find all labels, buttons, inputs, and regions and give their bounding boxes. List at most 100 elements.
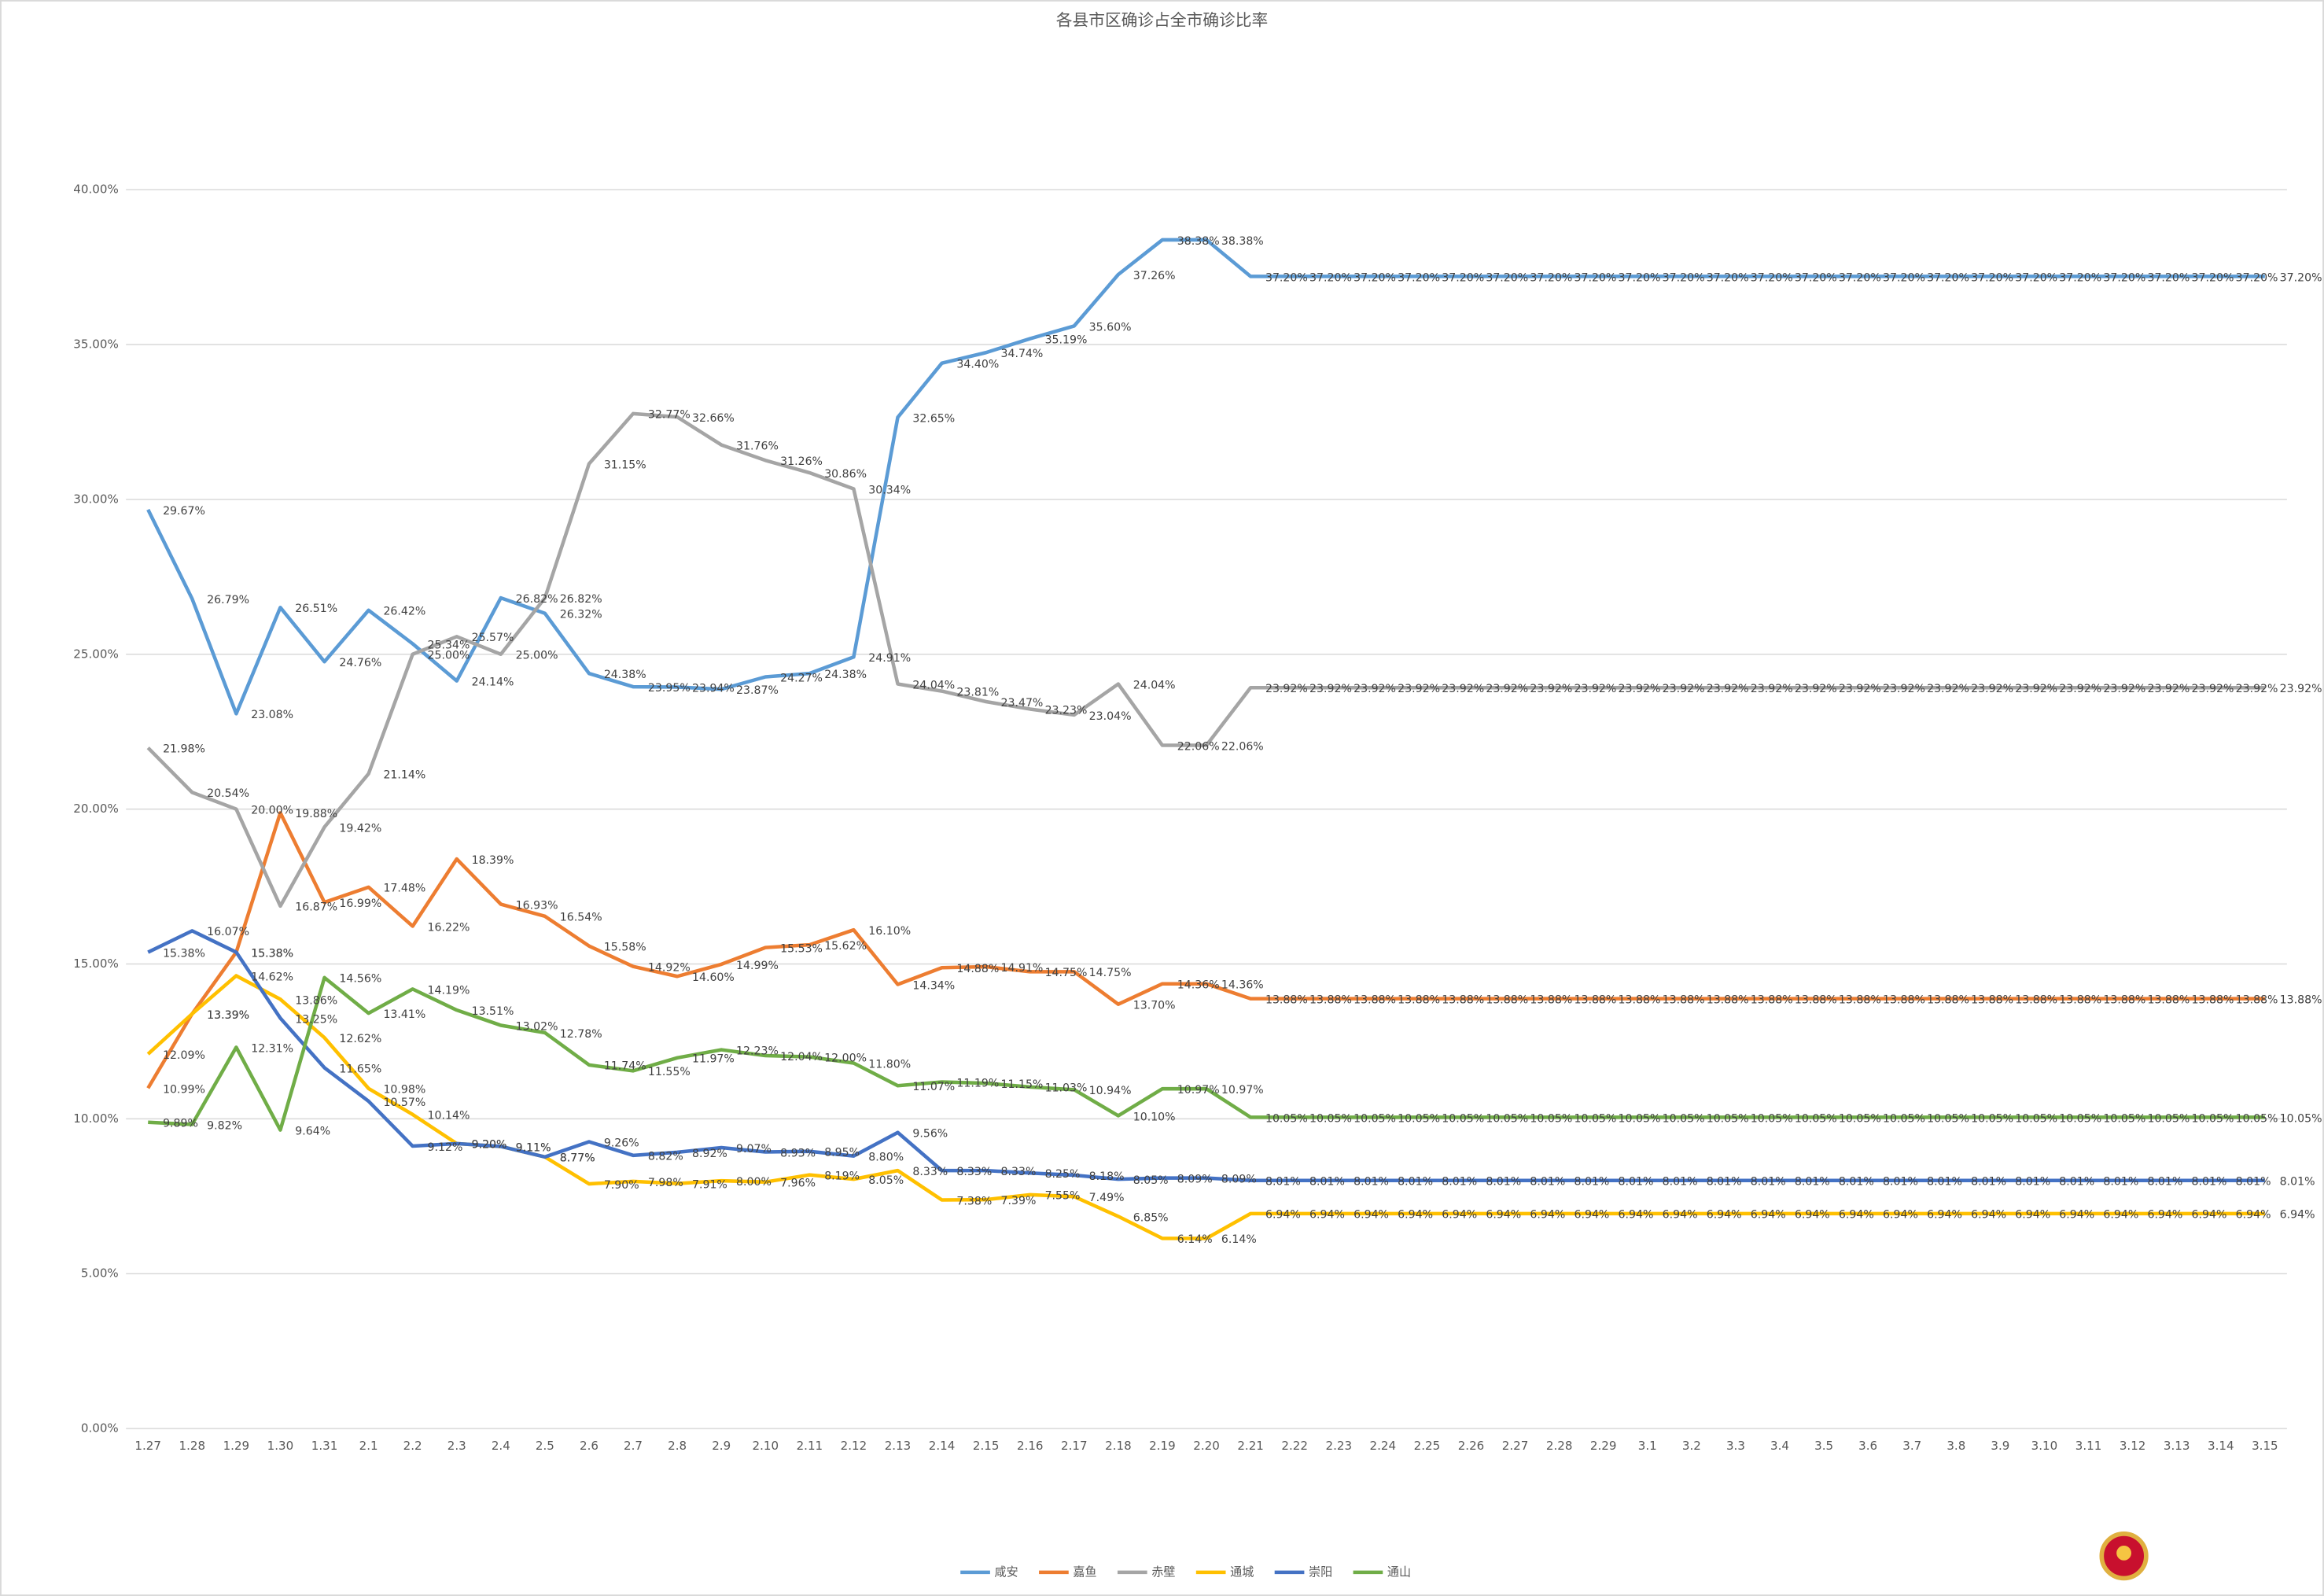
data-label: 12.62% xyxy=(339,1033,381,1045)
x-tick-label: 2.26 xyxy=(1458,1439,1485,1453)
data-label: 23.92% xyxy=(1751,683,1793,695)
series-line xyxy=(146,411,2265,909)
data-label: 37.20% xyxy=(1354,271,1396,284)
data-label: 14.75% xyxy=(1089,967,1132,979)
data-label: 37.20% xyxy=(2015,271,2057,284)
data-label: 13.88% xyxy=(2015,993,2057,1006)
x-tick-label: 3.4 xyxy=(1770,1439,1789,1453)
data-label: 32.66% xyxy=(692,412,735,425)
data-label: 23.92% xyxy=(2236,683,2278,695)
data-label: 6.94% xyxy=(1839,1209,1874,1222)
data-label: 13.02% xyxy=(516,1020,558,1033)
data-label: 23.92% xyxy=(2059,683,2101,695)
data-label: 23.92% xyxy=(1309,683,1352,695)
x-tick-label: 2.11 xyxy=(797,1439,823,1453)
data-label: 37.20% xyxy=(1707,271,1749,284)
data-label: 10.05% xyxy=(1574,1112,1616,1125)
data-label: 7.39% xyxy=(1001,1195,1037,1207)
data-label: 8.01% xyxy=(1354,1176,1389,1189)
x-tick-label: 2.7 xyxy=(624,1439,643,1453)
data-label: 8.09% xyxy=(1221,1173,1257,1185)
data-label: 13.41% xyxy=(383,1008,425,1021)
data-label: 10.05% xyxy=(1971,1112,2013,1125)
data-label: 15.38% xyxy=(251,947,293,960)
data-label: 7.90% xyxy=(604,1179,639,1192)
data-label: 13.88% xyxy=(2280,993,2322,1006)
chart-title: 各县市区确诊占全市确诊比率 xyxy=(1056,10,1268,29)
data-label: 13.88% xyxy=(1663,993,1705,1006)
x-tick-label: 3.11 xyxy=(2075,1439,2102,1453)
data-label: 13.88% xyxy=(1265,993,1308,1006)
data-label: 8.01% xyxy=(1707,1176,1742,1189)
data-label: 14.60% xyxy=(692,971,735,984)
data-label: 12.23% xyxy=(736,1045,779,1057)
data-label: 10.05% xyxy=(1398,1112,1440,1125)
data-label: 30.34% xyxy=(868,484,911,496)
data-label: 23.92% xyxy=(1486,683,1528,695)
data-label: 19.42% xyxy=(339,822,381,835)
data-label: 10.05% xyxy=(1707,1112,1749,1125)
data-label: 6.85% xyxy=(1133,1211,1169,1224)
data-label: 16.99% xyxy=(339,898,381,910)
data-label: 12.78% xyxy=(560,1028,602,1041)
data-label: 11.65% xyxy=(339,1063,381,1075)
data-label: 35.19% xyxy=(1045,334,1088,346)
data-label: 6.94% xyxy=(2280,1209,2315,1222)
y-tick-label: 15.00% xyxy=(73,956,118,971)
data-label: 8.01% xyxy=(2015,1176,2050,1189)
data-label: 8.93% xyxy=(780,1147,816,1159)
data-label: 13.88% xyxy=(2147,993,2190,1006)
data-label: 10.05% xyxy=(2236,1112,2278,1125)
emblem xyxy=(2099,1531,2149,1581)
data-label: 10.05% xyxy=(2147,1112,2190,1125)
data-label: 37.20% xyxy=(1398,271,1440,284)
x-tick-label: 2.9 xyxy=(712,1439,731,1453)
data-label: 37.20% xyxy=(1309,271,1352,284)
data-label: 9.26% xyxy=(604,1137,639,1149)
data-label: 31.15% xyxy=(604,459,646,471)
data-label: 6.94% xyxy=(1309,1209,1345,1222)
data-label: 15.53% xyxy=(780,943,823,956)
data-label: 37.20% xyxy=(1663,271,1705,284)
data-label: 10.05% xyxy=(1309,1112,1352,1125)
data-label: 13.88% xyxy=(2236,993,2278,1006)
data-label: 10.05% xyxy=(1839,1112,1881,1125)
data-label: 23.92% xyxy=(2147,683,2190,695)
legend-label: 通城 xyxy=(1230,1565,1254,1579)
data-label: 8.01% xyxy=(1486,1176,1521,1189)
x-tick-label: 2.15 xyxy=(973,1439,1000,1453)
data-label: 11.07% xyxy=(912,1081,955,1093)
data-label: 25.00% xyxy=(428,650,470,662)
data-label: 8.01% xyxy=(1619,1176,1654,1189)
data-label: 8.33% xyxy=(956,1166,992,1178)
data-label: 7.49% xyxy=(1089,1192,1125,1204)
data-label: 23.92% xyxy=(1883,683,1925,695)
data-label: 9.07% xyxy=(736,1143,772,1156)
data-label: 20.00% xyxy=(251,805,293,817)
data-label: 8.33% xyxy=(912,1166,948,1178)
data-label: 6.94% xyxy=(1265,1209,1301,1222)
data-label: 9.64% xyxy=(295,1125,330,1137)
data-label: 8.01% xyxy=(1751,1176,1786,1189)
x-tick-label: 3.14 xyxy=(2208,1439,2234,1453)
data-label: 23.92% xyxy=(1663,683,1705,695)
data-label: 7.91% xyxy=(692,1179,727,1192)
data-label: 14.62% xyxy=(251,971,293,983)
data-label: 13.88% xyxy=(1927,993,1969,1006)
data-label: 8.01% xyxy=(2192,1176,2227,1189)
data-label: 10.05% xyxy=(1486,1112,1528,1125)
data-label: 37.20% xyxy=(1265,271,1308,284)
data-label: 13.70% xyxy=(1133,1000,1176,1012)
data-label: 8.01% xyxy=(2103,1176,2138,1189)
data-label: 11.19% xyxy=(956,1077,999,1089)
y-tick-label: 10.00% xyxy=(73,1111,118,1126)
data-label: 8.01% xyxy=(1795,1176,1830,1189)
data-label: 37.20% xyxy=(1751,271,1793,284)
data-label: 8.01% xyxy=(1839,1176,1874,1189)
data-label: 9.20% xyxy=(472,1139,507,1152)
data-label: 8.09% xyxy=(1177,1173,1213,1185)
data-label: 10.10% xyxy=(1133,1111,1176,1123)
x-tick-label: 1.27 xyxy=(134,1439,161,1453)
data-label: 23.92% xyxy=(1442,683,1484,695)
x-tick-label: 3.10 xyxy=(2031,1439,2058,1453)
